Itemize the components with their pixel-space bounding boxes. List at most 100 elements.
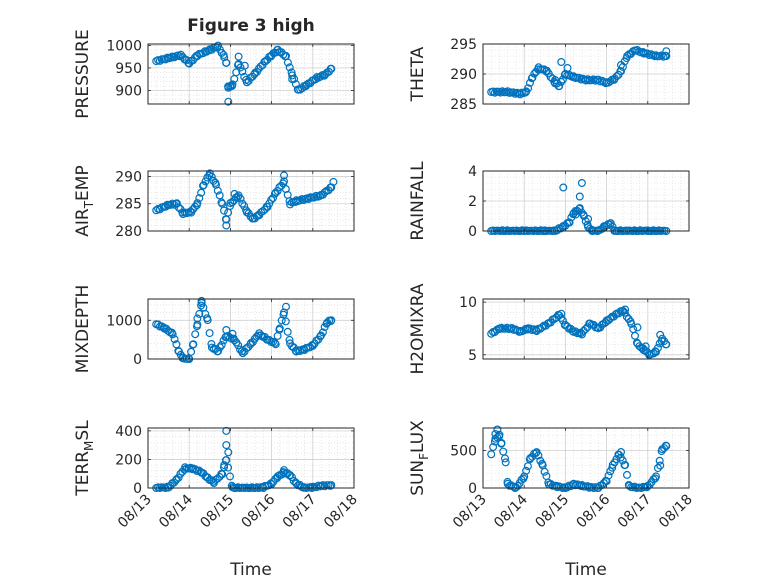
data-point <box>228 80 237 89</box>
data-point <box>559 183 568 192</box>
y-tick-label: 400 <box>115 424 142 440</box>
data-point <box>292 347 301 356</box>
y-tick-label: 290 <box>450 67 477 83</box>
data-point <box>236 63 245 72</box>
data-point <box>224 463 233 472</box>
data-point <box>584 215 593 224</box>
data-point <box>197 188 206 197</box>
data-point <box>277 316 286 325</box>
data-point <box>174 473 183 482</box>
data-point <box>179 210 188 219</box>
data-point <box>224 448 233 457</box>
data-point <box>557 57 566 66</box>
data-point <box>308 341 317 350</box>
data-point <box>232 68 241 77</box>
x-tick-label: 08/16 <box>239 491 279 531</box>
subplot-2: 285 290 295 THETA <box>408 37 690 113</box>
data-point <box>329 177 338 186</box>
data-point <box>546 480 555 489</box>
data-point <box>214 347 223 356</box>
data-point <box>155 56 164 65</box>
data-point <box>234 341 243 350</box>
data-point <box>540 467 549 476</box>
y-tick-label: 500 <box>450 444 477 460</box>
y-tick-label: 5 <box>468 348 477 364</box>
data-point <box>197 296 206 305</box>
data-point <box>168 330 177 339</box>
data-point <box>495 430 504 439</box>
data-point <box>656 330 665 339</box>
data-point <box>616 67 625 76</box>
x-tick-label: 08/15 <box>532 492 572 532</box>
x-tick-label: 08/18 <box>321 492 361 532</box>
data-point <box>187 347 196 356</box>
data-point <box>207 343 216 352</box>
y-tick-label: 1000 <box>106 313 142 329</box>
data-point <box>214 41 223 50</box>
series-markers <box>487 305 671 360</box>
data-point <box>203 173 212 182</box>
x-tick-label: 08/15 <box>197 492 237 532</box>
figure-title: Figure 3 high <box>187 16 315 36</box>
data-point <box>181 463 190 472</box>
data-point <box>170 335 179 344</box>
data-point <box>551 75 560 84</box>
data-point <box>172 476 181 485</box>
data-point <box>222 326 231 335</box>
subplot-6: 5 10 H2OMIXRA <box>408 283 690 375</box>
data-point <box>618 62 627 71</box>
y-tick-label: 285 <box>115 197 142 213</box>
y-tick-label: 200 <box>115 452 142 468</box>
subplot-3: 280 285 290 AIRTEMP <box>73 165 355 240</box>
data-point <box>320 188 329 197</box>
data-point <box>618 456 627 465</box>
data-point <box>215 191 224 200</box>
data-point <box>271 340 280 349</box>
y-tick-label: 0 <box>468 481 477 497</box>
y-axis-label: PRESSURE <box>73 29 93 118</box>
data-point <box>189 340 198 349</box>
data-point <box>627 319 636 328</box>
data-point <box>323 318 332 327</box>
data-point <box>622 470 631 479</box>
data-point <box>658 334 667 343</box>
x-tick-label: 08/14 <box>156 491 196 531</box>
data-point <box>222 221 231 230</box>
data-point <box>191 330 200 339</box>
axes-frame <box>482 298 690 360</box>
data-point <box>522 466 531 475</box>
data-point <box>641 342 650 351</box>
y-tick-label: 950 <box>115 61 142 77</box>
data-point <box>575 73 584 82</box>
y-tick-label: 0 <box>468 224 477 240</box>
y-axis-label: THETA <box>408 46 428 102</box>
data-point <box>662 442 671 451</box>
data-point <box>495 325 504 334</box>
grid-lines <box>482 299 690 359</box>
data-point <box>174 203 183 212</box>
data-point <box>288 473 297 482</box>
data-point <box>222 215 231 224</box>
data-point <box>651 472 660 481</box>
y-axis-label: SUNFLUX <box>408 420 431 496</box>
data-point <box>316 72 325 81</box>
data-point <box>326 481 335 490</box>
y-tick-label: 285 <box>450 97 477 113</box>
data-point <box>620 308 629 317</box>
data-point <box>286 471 295 480</box>
y-tick-label: 0 <box>133 352 142 368</box>
x-axis-label: Time <box>229 560 272 580</box>
data-point <box>215 343 224 352</box>
data-point <box>604 471 613 480</box>
x-tick-label: 08/18 <box>656 492 696 532</box>
data-point <box>621 305 630 314</box>
data-point <box>195 194 204 203</box>
data-point <box>501 454 510 463</box>
data-point <box>195 309 204 318</box>
data-point <box>487 329 496 338</box>
data-point <box>193 314 202 323</box>
x-tick-label: 08/16 <box>574 491 614 531</box>
subplot-1: 900 950 1000 PRESSURE <box>73 29 355 119</box>
data-point <box>299 196 308 205</box>
